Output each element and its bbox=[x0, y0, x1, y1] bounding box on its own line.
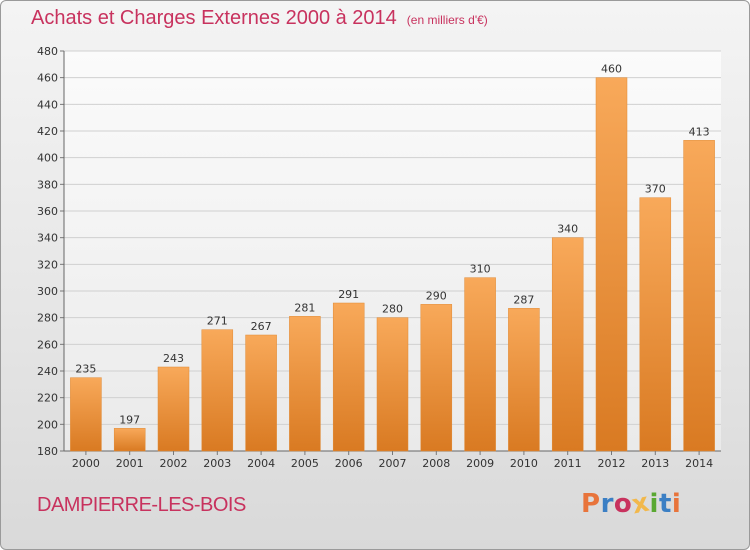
bar-value-label: 290 bbox=[426, 289, 447, 302]
bar bbox=[595, 77, 628, 452]
bar bbox=[508, 308, 540, 452]
bar-value-label: 291 bbox=[338, 288, 359, 301]
bar bbox=[551, 237, 584, 452]
bar bbox=[289, 316, 321, 452]
bar bbox=[70, 377, 102, 452]
chart-title-text: Achats et Charges Externes 2000 à 2014 bbox=[31, 7, 397, 29]
x-tick-label: 2004 bbox=[247, 457, 275, 470]
x-tick-label: 2013 bbox=[641, 457, 669, 470]
bar-value-label: 340 bbox=[557, 223, 578, 236]
y-tick-label: 360 bbox=[37, 205, 58, 218]
x-tick-label: 2012 bbox=[598, 457, 626, 470]
y-tick-label: 200 bbox=[37, 418, 58, 431]
bar-value-label: 413 bbox=[689, 125, 710, 138]
y-tick-label: 280 bbox=[37, 312, 58, 325]
bar bbox=[683, 140, 715, 452]
logo-letter: i bbox=[649, 489, 659, 519]
bar bbox=[245, 334, 277, 452]
bar-value-label: 280 bbox=[382, 303, 403, 316]
logo-letter: P bbox=[581, 489, 601, 519]
bar-value-label: 287 bbox=[513, 293, 534, 306]
bar bbox=[376, 317, 409, 452]
x-tick-label: 2007 bbox=[379, 457, 407, 470]
y-tick-label: 340 bbox=[37, 232, 58, 245]
bar-value-label: 267 bbox=[251, 320, 272, 333]
y-tick-label: 380 bbox=[37, 178, 58, 191]
bar bbox=[464, 277, 496, 452]
bar bbox=[201, 329, 234, 452]
x-tick-label: 2001 bbox=[116, 457, 144, 470]
x-tick-label: 2011 bbox=[554, 457, 582, 470]
y-tick-label: 460 bbox=[37, 72, 58, 85]
bar-value-label: 460 bbox=[601, 63, 622, 76]
bar-value-label: 370 bbox=[645, 183, 666, 196]
x-tick-label: 2014 bbox=[685, 457, 713, 470]
bar-value-label: 243 bbox=[163, 352, 184, 365]
y-tick-label: 180 bbox=[37, 445, 58, 458]
bar-value-label: 271 bbox=[207, 315, 228, 328]
bar-value-label: 197 bbox=[119, 413, 140, 426]
x-tick-label: 2000 bbox=[72, 457, 100, 470]
x-tick-label: 2010 bbox=[510, 457, 538, 470]
y-tick-label: 420 bbox=[37, 125, 58, 138]
bar-value-label: 281 bbox=[294, 301, 315, 314]
x-tick-label: 2006 bbox=[335, 457, 363, 470]
logo-letter: o bbox=[613, 489, 633, 519]
chart-title: Achats et Charges Externes 2000 à 2014 (e… bbox=[31, 7, 488, 30]
y-tick-label: 320 bbox=[37, 258, 58, 271]
place-name: DAMPIERRE-LES-BOIS bbox=[37, 494, 246, 516]
x-tick-label: 2003 bbox=[203, 457, 231, 470]
bar bbox=[639, 197, 672, 452]
x-tick-label: 2005 bbox=[291, 457, 319, 470]
bar bbox=[332, 302, 365, 452]
x-tick-label: 2009 bbox=[466, 457, 494, 470]
y-tick-label: 300 bbox=[37, 285, 58, 298]
logo-letter: t bbox=[658, 489, 672, 519]
y-tick-label: 400 bbox=[37, 152, 58, 165]
bar-value-label: 310 bbox=[470, 263, 491, 276]
y-tick-label: 260 bbox=[37, 338, 58, 351]
y-tick-label: 240 bbox=[37, 365, 58, 378]
y-tick-label: 220 bbox=[37, 392, 58, 405]
bar-value-label: 235 bbox=[75, 363, 96, 376]
plot-area: 180 200 220 240 260 280 300 320 340 360 380 400 420 4… bbox=[37, 45, 721, 470]
x-tick-label: 2002 bbox=[160, 457, 188, 470]
bar bbox=[113, 428, 146, 452]
y-tick-label: 440 bbox=[37, 98, 58, 111]
bar bbox=[420, 304, 453, 452]
y-tick-label: 480 bbox=[37, 45, 58, 58]
logo-letter: r bbox=[600, 489, 614, 519]
logo-letter: i bbox=[671, 489, 682, 519]
proxiti-logo: Proxiti bbox=[581, 488, 682, 521]
chart-unit: (en milliers d'€) bbox=[406, 13, 488, 27]
x-tick-label: 2008 bbox=[422, 457, 450, 470]
bar bbox=[157, 366, 190, 452]
